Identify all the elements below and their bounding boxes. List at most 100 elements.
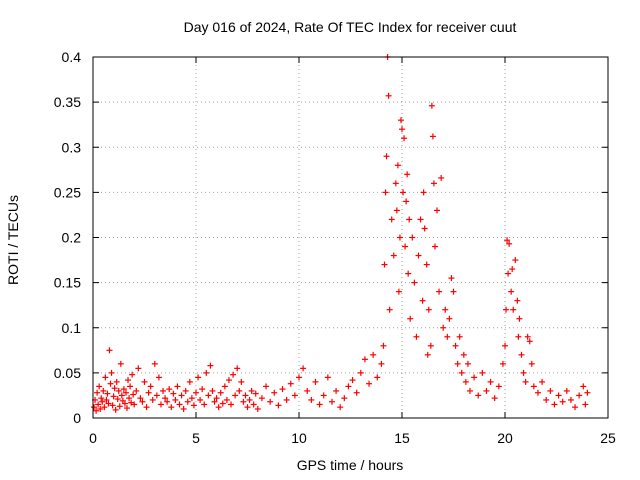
data-point: [91, 404, 98, 411]
data-point: [193, 389, 199, 396]
data-point: [225, 377, 232, 384]
data-point: [444, 333, 451, 340]
data-point: [128, 399, 135, 406]
data-point: [427, 342, 434, 349]
data-point: [458, 369, 465, 376]
data-point: [406, 216, 413, 223]
data-point: [491, 395, 498, 402]
data-point: [94, 389, 101, 396]
data-point: [475, 392, 482, 399]
data-point: [172, 396, 179, 403]
data-point: [471, 374, 478, 381]
data-point: [559, 398, 566, 405]
data-point: [382, 189, 389, 196]
data-point: [287, 380, 294, 387]
data-point: [522, 378, 529, 385]
data-point: [166, 386, 173, 393]
data-point: [349, 377, 356, 384]
data-point: [582, 401, 589, 408]
data-point: [232, 392, 239, 399]
data-point: [186, 378, 193, 385]
data-point: [370, 351, 377, 358]
data-point: [205, 392, 212, 399]
data-point: [155, 374, 162, 381]
data-point: [584, 389, 591, 396]
data-point: [201, 401, 208, 408]
data-point: [252, 390, 259, 397]
data-point: [195, 374, 202, 381]
data-point: [126, 395, 133, 402]
y-tick-label: 0.2: [62, 230, 82, 246]
data-point: [524, 333, 531, 340]
data-point: [421, 225, 428, 232]
data-point: [312, 378, 319, 385]
data-point: [304, 387, 311, 394]
data-point: [438, 174, 445, 181]
data-point: [543, 396, 550, 403]
data-point: [153, 392, 160, 399]
data-point: [180, 405, 187, 412]
data-point: [403, 198, 410, 205]
x-tick-label: 10: [291, 430, 307, 446]
data-point: [400, 189, 407, 196]
x-tick-label: 15: [394, 430, 410, 446]
data-point: [230, 371, 237, 378]
data-point: [197, 396, 204, 403]
data-point: [263, 383, 270, 390]
data-point: [133, 387, 140, 394]
data-point: [551, 401, 558, 408]
data-point: [275, 402, 282, 409]
y-tick-label: 0.35: [54, 94, 81, 110]
data-point: [244, 404, 251, 411]
data-point: [250, 401, 257, 408]
data-point: [462, 378, 469, 385]
data-point: [215, 404, 222, 411]
data-point: [425, 306, 432, 313]
data-point: [385, 92, 392, 99]
data-point: [345, 383, 352, 390]
data-point: [388, 216, 395, 223]
data-point: [567, 396, 574, 403]
axis-ticks: 0 5 10 15 20 25 0 0.05 0.1 0.15 0.2 0.25 0.3 0.35 0.4: [54, 49, 616, 446]
data-point: [506, 240, 513, 247]
y-tick-label: 0.25: [54, 184, 81, 200]
data-point: [121, 400, 128, 407]
y-tick-label: 0.4: [62, 49, 82, 65]
data-point: [291, 392, 298, 399]
data-point: [97, 405, 104, 412]
data-point: [514, 297, 521, 304]
data-point: [503, 306, 510, 313]
y-tick-label: 0.05: [54, 365, 81, 381]
data-point: [139, 398, 146, 405]
data-point: [209, 387, 216, 394]
data-point: [466, 387, 473, 394]
data-point: [420, 189, 427, 196]
data-point: [102, 374, 109, 381]
y-tick-label: 0.3: [62, 139, 82, 155]
data-point: [176, 401, 183, 408]
data-point: [402, 243, 409, 250]
y-tick-label: 0: [73, 410, 81, 426]
data-point: [450, 288, 457, 295]
data-point: [411, 279, 418, 286]
data-point: [130, 391, 137, 398]
data-point: [242, 392, 249, 399]
x-axis-label: GPS time / hours: [297, 457, 404, 473]
data-point: [341, 395, 348, 402]
data-point: [129, 371, 136, 378]
data-point: [178, 392, 185, 399]
data-point: [454, 360, 461, 367]
data-point: [111, 385, 118, 392]
data-point: [141, 378, 148, 385]
data-point: [415, 252, 422, 259]
data-point: [383, 153, 390, 160]
data-point: [207, 362, 214, 369]
data-point: [113, 378, 120, 385]
data-point: [160, 387, 167, 394]
data-point: [100, 387, 107, 394]
data-point: [123, 405, 130, 412]
data-point: [413, 333, 420, 340]
data-point: [530, 383, 537, 390]
data-point: [386, 306, 393, 313]
data-point: [98, 395, 105, 402]
